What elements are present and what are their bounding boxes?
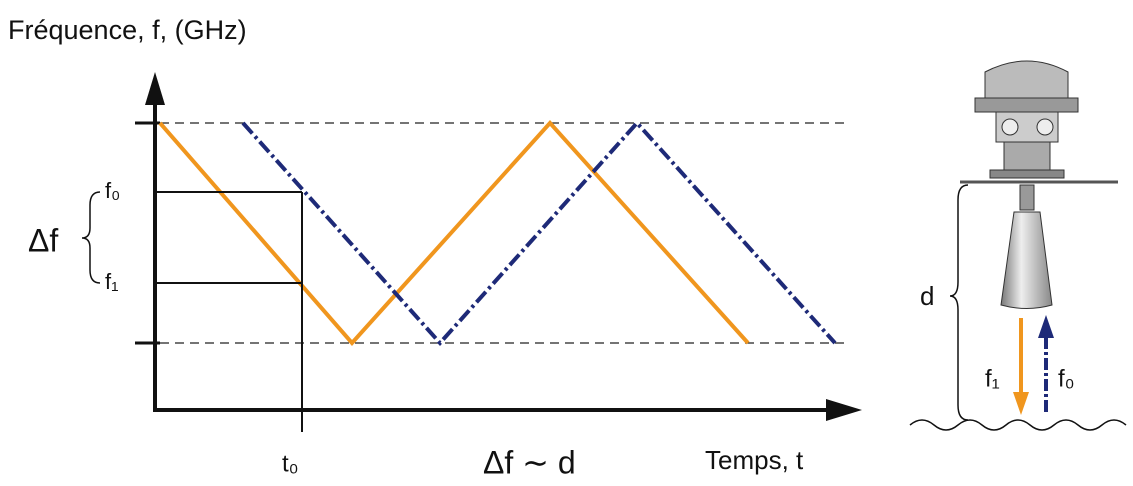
device-f1-label: f₁ [985, 365, 1000, 392]
radar-device [960, 60, 1118, 309]
surface [909, 419, 1127, 431]
brace [81, 191, 101, 284]
delta-f-label: Δf [28, 222, 58, 258]
relation-label: Δf ∼ d [483, 444, 576, 480]
guide-lines [155, 191, 303, 432]
distance-brace [949, 184, 969, 421]
device-f0-label: f₀ [1058, 365, 1075, 392]
distance-label: d [920, 281, 934, 311]
wave-arrows [1013, 315, 1054, 415]
x-axis-label: Temps, t [705, 445, 804, 475]
f0-label: f₀ [105, 178, 120, 203]
transmitted-signal [158, 120, 750, 347]
f1-label: f₁ [105, 269, 119, 294]
limit-lines [160, 122, 850, 344]
received-signal [241, 120, 837, 346]
axes [145, 72, 862, 421]
title: Fréquence, f, (GHz) [8, 15, 247, 45]
t0-label: t₀ [282, 450, 299, 477]
